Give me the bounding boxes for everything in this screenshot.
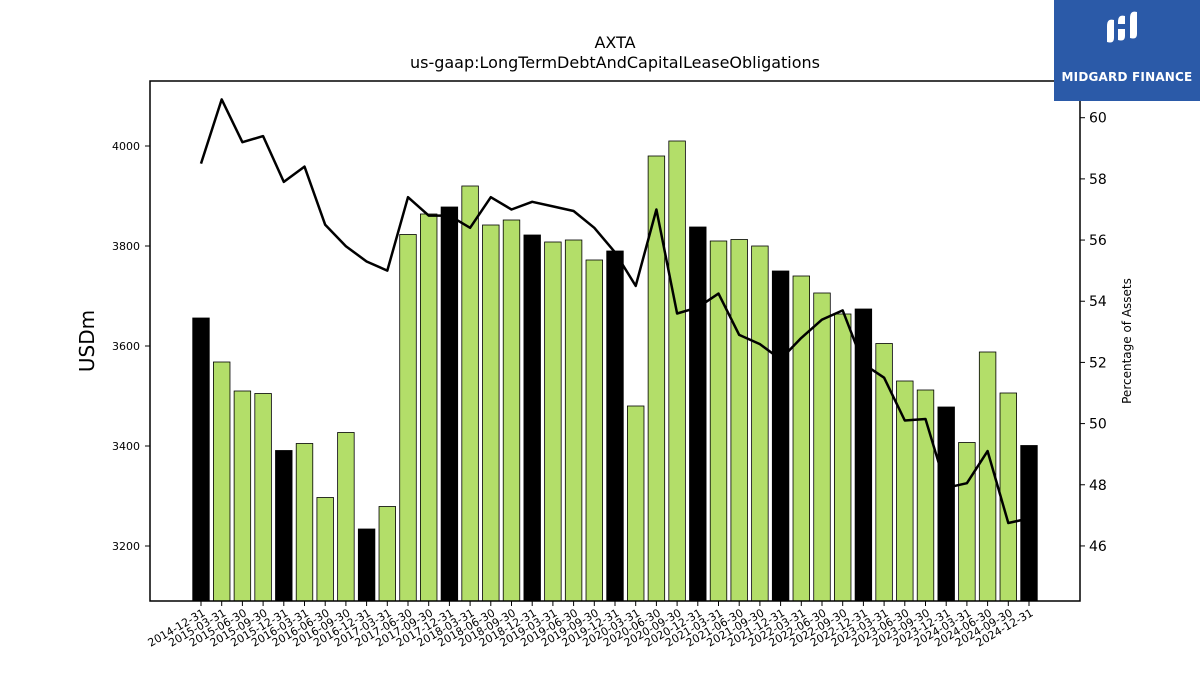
bar (958, 442, 976, 602)
y-right-tick-label: 56 (1089, 233, 1107, 249)
bar (399, 234, 417, 602)
bar (275, 450, 293, 602)
y-axis-right: 46 48 50 52 54 56 58 60 (1080, 111, 1107, 555)
y-axis-right-label: Percentage of Assets (1120, 278, 1134, 404)
y-right-tick-label: 60 (1089, 111, 1107, 127)
bar (482, 224, 500, 602)
bar (440, 206, 459, 602)
y-tick-label: 3400 (112, 440, 140, 453)
y-tick-label: 3600 (112, 340, 140, 353)
y-right-tick-label: 46 (1089, 539, 1107, 555)
y-right-tick-label: 52 (1089, 355, 1107, 371)
y-axis-left: 3200 3400 3600 3800 4000 (112, 140, 150, 553)
percentage-of-assets-line (199, 98, 1030, 525)
bar-series (192, 140, 1038, 602)
y-right-tick-label: 54 (1089, 294, 1107, 310)
bar (751, 245, 769, 602)
midgard-finance-logo: MIDGARD FINANCE (1054, 0, 1200, 101)
bar (978, 351, 997, 602)
bar (854, 308, 873, 602)
bar (875, 343, 893, 602)
bar (689, 226, 707, 602)
y-tick-label: 3200 (112, 540, 140, 553)
bar (420, 213, 438, 602)
bar (813, 292, 831, 602)
bar (627, 405, 645, 602)
bar (792, 275, 810, 602)
bar (647, 155, 666, 602)
line-series (199, 98, 1030, 525)
bar (316, 497, 334, 602)
bar (937, 406, 955, 602)
y-axis-label: USDm (75, 310, 99, 372)
bar (606, 250, 624, 602)
bar (834, 313, 852, 602)
bar (295, 443, 314, 602)
bar (502, 219, 521, 602)
y-tick-label: 3800 (112, 240, 140, 253)
bar (233, 390, 252, 602)
bar (254, 393, 272, 602)
bar (213, 361, 231, 602)
bar (1020, 445, 1038, 602)
bar (357, 528, 376, 602)
bar (668, 140, 686, 602)
bar (544, 241, 562, 602)
bar (378, 506, 396, 602)
bar (192, 317, 210, 602)
bar (999, 392, 1017, 602)
bar (896, 380, 914, 602)
bar (523, 234, 541, 602)
y-tick-label: 4000 (112, 140, 140, 153)
bar (771, 270, 790, 602)
y-right-tick-label: 50 (1089, 417, 1107, 433)
bar (585, 259, 603, 602)
bar (730, 239, 748, 602)
bar (564, 239, 583, 602)
bar (461, 185, 479, 602)
midgard-logo-icon (1107, 11, 1137, 43)
chart-title: AXTA (594, 33, 635, 52)
y-right-tick-label: 48 (1089, 478, 1107, 494)
logo-text: MIDGARD FINANCE (1061, 70, 1193, 84)
chart-subtitle: us-gaap:LongTermDebtAndCapitalLeaseOblig… (410, 53, 820, 72)
x-axis: 2014-12-312015-03-312015-06-302015-09-30… (146, 601, 1036, 650)
y-right-tick-label: 58 (1089, 172, 1107, 188)
bar (337, 432, 355, 602)
